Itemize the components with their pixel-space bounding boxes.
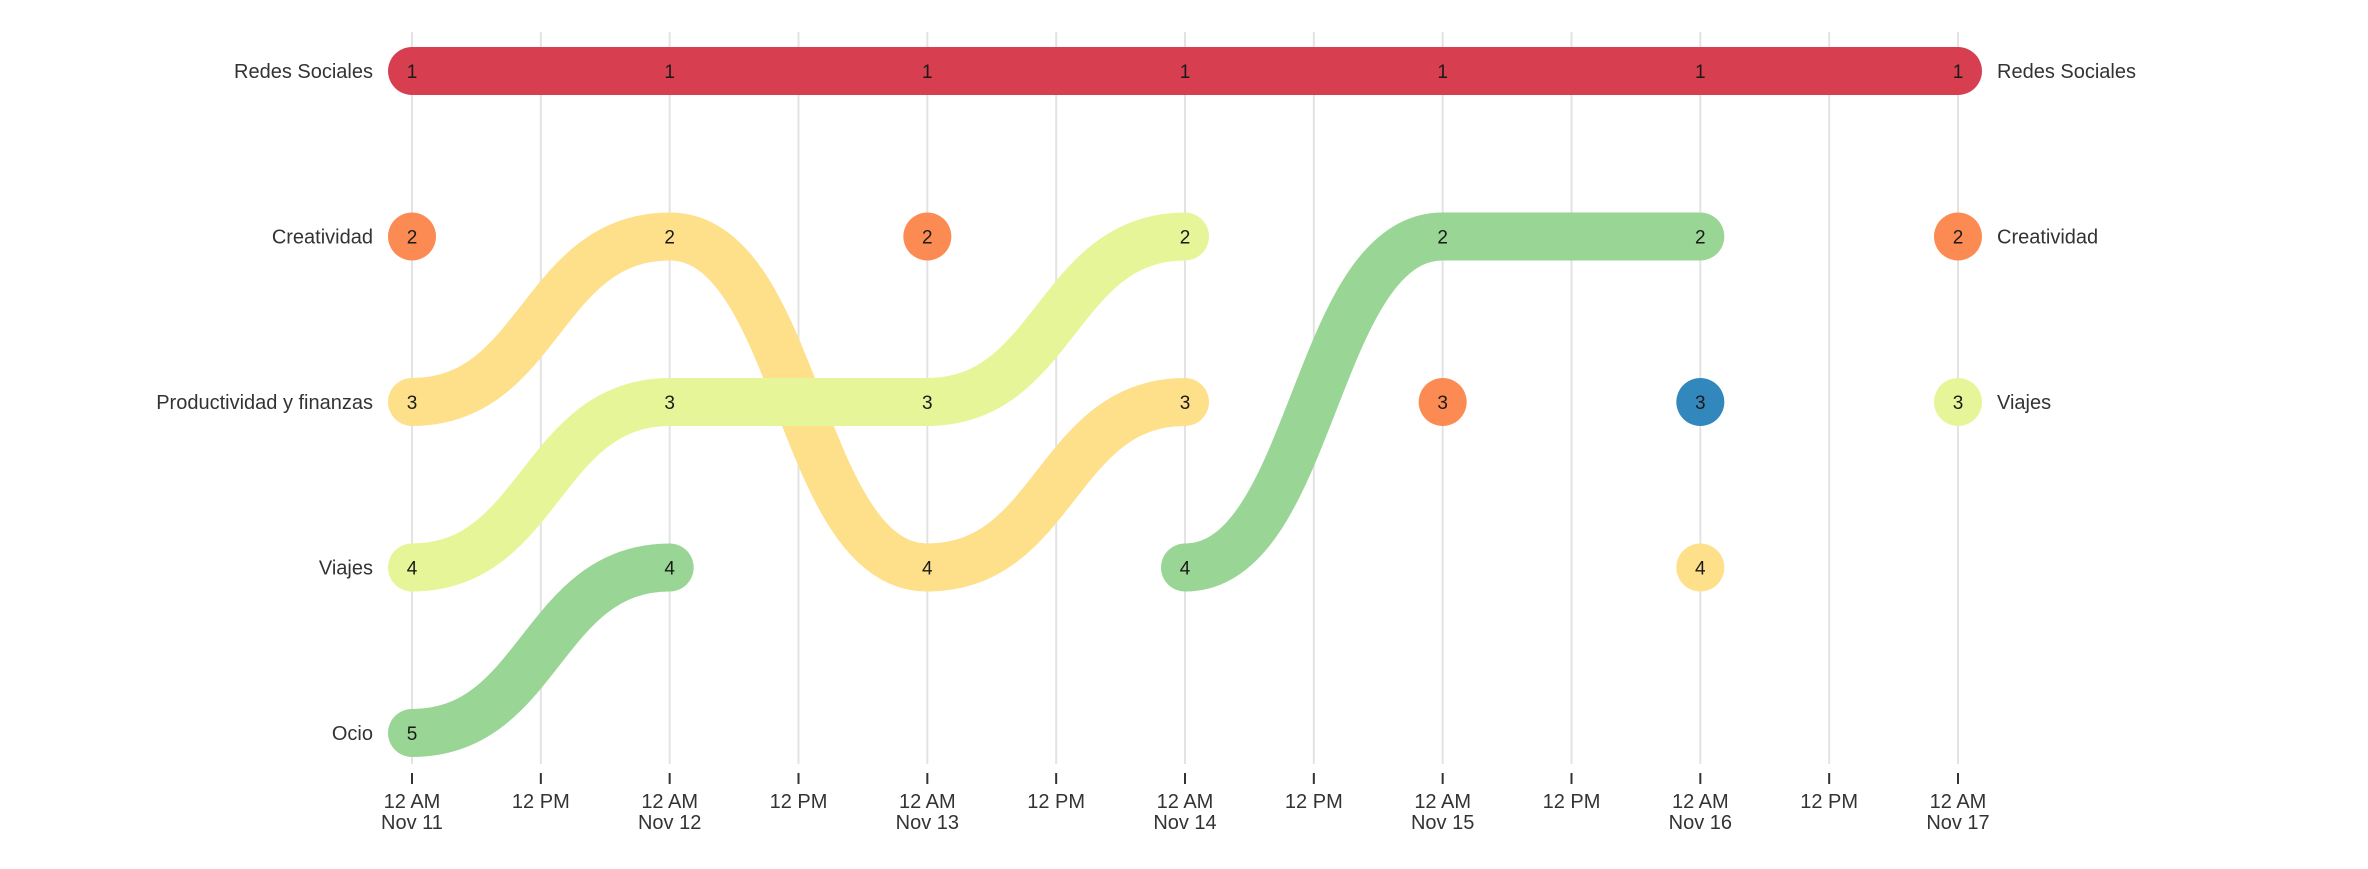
rank-label: 3 <box>1180 393 1191 414</box>
left-row-label: Ocio <box>332 723 373 745</box>
series-point <box>1934 212 1982 261</box>
rank-label: 3 <box>664 393 675 414</box>
rank-label: 4 <box>922 559 933 580</box>
series-point <box>1418 378 1467 426</box>
right-row-label: Viajes <box>1997 392 2051 414</box>
rank-label: 3 <box>1695 393 1706 414</box>
x-tick-label: 12 AM <box>641 791 698 813</box>
rank-label: 2 <box>1953 228 1964 249</box>
rank-label: 2 <box>407 228 418 249</box>
x-tick-label: 12 PM <box>1800 791 1858 813</box>
x-tick-label: 12 AM <box>1414 791 1471 813</box>
x-tick-label: 12 AM <box>384 791 441 813</box>
x-tick-date-label: Nov 17 <box>1926 812 1989 834</box>
x-tick-label: 12 AM <box>1157 791 1214 813</box>
rank-label: 4 <box>1695 559 1706 580</box>
rank-label: 2 <box>1695 228 1706 249</box>
left-row-label: Productividad y finanzas <box>156 392 373 414</box>
x-tick-label: 12 PM <box>1027 791 1085 813</box>
rank-label: 1 <box>1180 62 1191 83</box>
right-row-label: Redes Sociales <box>1997 61 2136 83</box>
x-tick-date-label: Nov 16 <box>1669 812 1732 834</box>
x-tick-date-label: Nov 13 <box>896 812 959 834</box>
left-row-label: Creatividad <box>272 227 373 249</box>
series-band <box>1161 212 1725 592</box>
x-tick-date-label: Nov 12 <box>638 812 701 834</box>
x-tick-label: 12 AM <box>899 791 956 813</box>
rank-label: 4 <box>407 559 418 580</box>
x-tick-label: 12 PM <box>1543 791 1601 813</box>
rank-label: 1 <box>1437 62 1448 83</box>
rank-label: 2 <box>922 228 933 249</box>
rank-label: 2 <box>664 228 675 249</box>
x-tick-label: 12 PM <box>1285 791 1343 813</box>
rank-label: 1 <box>407 62 418 83</box>
x-tick-label: 12 AM <box>1672 791 1729 813</box>
rank-label: 3 <box>1953 393 1964 414</box>
series-band <box>388 543 694 757</box>
series-band <box>388 212 1209 592</box>
rank-label: 2 <box>1180 228 1191 249</box>
rank-label: 2 <box>1437 228 1448 249</box>
rank-label: 3 <box>407 393 418 414</box>
right-row-label: Creatividad <box>1997 227 2098 249</box>
rank-label: 4 <box>1180 559 1191 580</box>
x-tick-date-label: Nov 11 <box>381 812 443 834</box>
series-point <box>1676 378 1725 426</box>
x-tick-label: 12 AM <box>1930 791 1987 813</box>
rank-label: 5 <box>407 724 418 745</box>
label-layer: 1 1 1 1 1 1 1 2 2 3 2 3 2 4 3 4 4 3 3 2 3 5 4 4 2 2 3 Redes Sociale… <box>156 61 2136 745</box>
left-row-label: Viajes <box>319 558 373 580</box>
x-tick-date-label: Nov 15 <box>1411 812 1474 834</box>
rank-label: 3 <box>1437 393 1448 414</box>
rank-label: 1 <box>922 62 933 83</box>
x-tick-date-label: Nov 14 <box>1153 812 1216 834</box>
series-point <box>1676 543 1725 592</box>
rank-label: 1 <box>664 62 675 83</box>
rank-label: 4 <box>664 559 675 580</box>
series-layer <box>388 46 1982 757</box>
x-tick-label: 12 PM <box>512 791 570 813</box>
series-point <box>1934 378 1982 426</box>
series-point <box>903 212 952 261</box>
x-tick-label: 12 PM <box>770 791 828 813</box>
rank-label: 1 <box>1953 62 1964 83</box>
rank-label: 1 <box>1695 62 1706 83</box>
rank-label: 3 <box>922 393 933 414</box>
left-row-label: Redes Sociales <box>234 61 373 83</box>
series-point <box>388 212 436 261</box>
